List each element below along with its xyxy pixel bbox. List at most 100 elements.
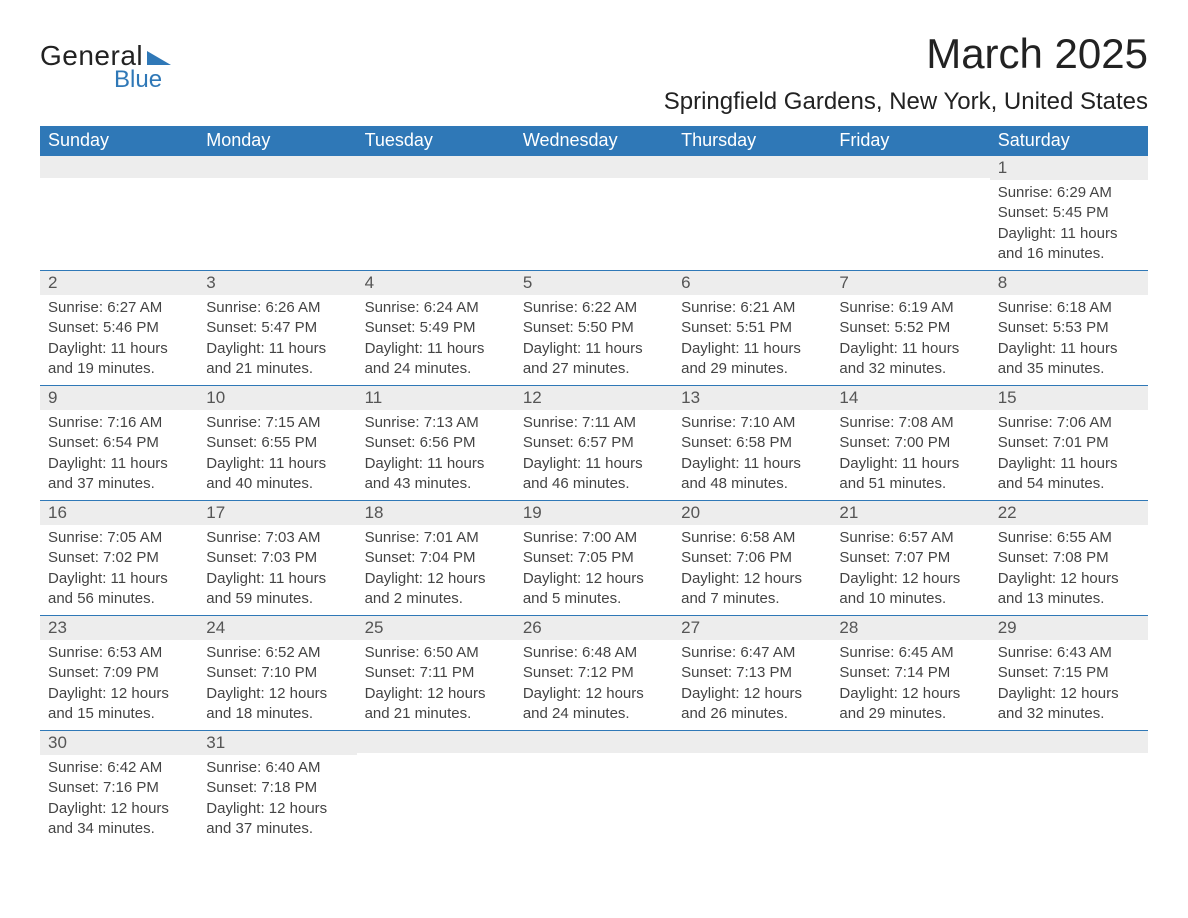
sunrise-text: Sunrise: 7:11 AM (523, 413, 665, 433)
daylight-line2: and 54 minutes. (998, 474, 1140, 494)
sunrise-text: Sunrise: 7:13 AM (365, 413, 507, 433)
empty-daydata (40, 178, 198, 256)
calendar-week-row: 2Sunrise: 6:27 AMSunset: 5:46 PMDaylight… (40, 271, 1148, 386)
daylight-line2: and 18 minutes. (206, 704, 348, 724)
day-data: Sunrise: 6:42 AMSunset: 7:16 PMDaylight:… (40, 755, 198, 845)
sunrise-text: Sunrise: 7:03 AM (206, 528, 348, 548)
sunrise-text: Sunrise: 7:15 AM (206, 413, 348, 433)
day-data: Sunrise: 6:27 AMSunset: 5:46 PMDaylight:… (40, 295, 198, 385)
daylight-line2: and 37 minutes. (48, 474, 190, 494)
day-number: 23 (40, 616, 198, 640)
calendar-cell: 22Sunrise: 6:55 AMSunset: 7:08 PMDayligh… (990, 501, 1148, 616)
empty-daynum (673, 731, 831, 753)
calendar-cell: 27Sunrise: 6:47 AMSunset: 7:13 PMDayligh… (673, 616, 831, 731)
day-data: Sunrise: 7:05 AMSunset: 7:02 PMDaylight:… (40, 525, 198, 615)
sunset-text: Sunset: 7:13 PM (681, 663, 823, 683)
daylight-line1: Daylight: 11 hours (365, 454, 507, 474)
calendar-week-row: 9Sunrise: 7:16 AMSunset: 6:54 PMDaylight… (40, 386, 1148, 501)
daylight-line1: Daylight: 11 hours (48, 569, 190, 589)
day-number: 29 (990, 616, 1148, 640)
daylight-line2: and 19 minutes. (48, 359, 190, 379)
day-number: 20 (673, 501, 831, 525)
daylight-line2: and 32 minutes. (839, 359, 981, 379)
sunrise-text: Sunrise: 7:08 AM (839, 413, 981, 433)
day-data: Sunrise: 6:55 AMSunset: 7:08 PMDaylight:… (990, 525, 1148, 615)
day-data: Sunrise: 7:16 AMSunset: 6:54 PMDaylight:… (40, 410, 198, 500)
day-data: Sunrise: 6:52 AMSunset: 7:10 PMDaylight:… (198, 640, 356, 730)
daylight-line1: Daylight: 12 hours (523, 684, 665, 704)
daylight-line1: Daylight: 11 hours (681, 339, 823, 359)
daylight-line1: Daylight: 11 hours (998, 454, 1140, 474)
day-number: 5 (515, 271, 673, 295)
weekday-header: Thursday (673, 126, 831, 156)
daylight-line1: Daylight: 12 hours (206, 799, 348, 819)
calendar-cell (831, 731, 989, 846)
calendar-week-row: 23Sunrise: 6:53 AMSunset: 7:09 PMDayligh… (40, 616, 1148, 731)
empty-daynum (515, 156, 673, 178)
day-number: 6 (673, 271, 831, 295)
calendar-cell: 2Sunrise: 6:27 AMSunset: 5:46 PMDaylight… (40, 271, 198, 386)
daylight-line1: Daylight: 12 hours (998, 569, 1140, 589)
day-number: 18 (357, 501, 515, 525)
calendar-cell: 6Sunrise: 6:21 AMSunset: 5:51 PMDaylight… (673, 271, 831, 386)
sunrise-text: Sunrise: 7:10 AM (681, 413, 823, 433)
calendar-cell (40, 156, 198, 271)
calendar-cell: 30Sunrise: 6:42 AMSunset: 7:16 PMDayligh… (40, 731, 198, 846)
sunrise-text: Sunrise: 6:58 AM (681, 528, 823, 548)
daylight-line1: Daylight: 12 hours (365, 684, 507, 704)
empty-daynum (831, 156, 989, 178)
sunrise-text: Sunrise: 6:18 AM (998, 298, 1140, 318)
empty-daynum (831, 731, 989, 753)
empty-daynum (357, 156, 515, 178)
daylight-line2: and 59 minutes. (206, 589, 348, 609)
day-data: Sunrise: 6:45 AMSunset: 7:14 PMDaylight:… (831, 640, 989, 730)
calendar-cell: 8Sunrise: 6:18 AMSunset: 5:53 PMDaylight… (990, 271, 1148, 386)
day-data: Sunrise: 6:58 AMSunset: 7:06 PMDaylight:… (673, 525, 831, 615)
calendar-cell (673, 731, 831, 846)
day-data: Sunrise: 6:22 AMSunset: 5:50 PMDaylight:… (515, 295, 673, 385)
empty-daynum (673, 156, 831, 178)
daylight-line1: Daylight: 11 hours (523, 339, 665, 359)
weekday-header: Monday (198, 126, 356, 156)
sunrise-text: Sunrise: 6:48 AM (523, 643, 665, 663)
sunset-text: Sunset: 7:06 PM (681, 548, 823, 568)
sunset-text: Sunset: 6:55 PM (206, 433, 348, 453)
sunset-text: Sunset: 5:47 PM (206, 318, 348, 338)
day-number: 9 (40, 386, 198, 410)
daylight-line1: Daylight: 11 hours (523, 454, 665, 474)
sunrise-text: Sunrise: 6:27 AM (48, 298, 190, 318)
day-data: Sunrise: 6:50 AMSunset: 7:11 PMDaylight:… (357, 640, 515, 730)
calendar-cell (357, 156, 515, 271)
sunset-text: Sunset: 5:51 PM (681, 318, 823, 338)
sunset-text: Sunset: 5:52 PM (839, 318, 981, 338)
day-data: Sunrise: 7:08 AMSunset: 7:00 PMDaylight:… (831, 410, 989, 500)
calendar-week-row: 16Sunrise: 7:05 AMSunset: 7:02 PMDayligh… (40, 501, 1148, 616)
day-number: 26 (515, 616, 673, 640)
sunrise-text: Sunrise: 7:00 AM (523, 528, 665, 548)
empty-daydata (673, 178, 831, 256)
sunrise-text: Sunrise: 6:50 AM (365, 643, 507, 663)
day-data: Sunrise: 7:10 AMSunset: 6:58 PMDaylight:… (673, 410, 831, 500)
empty-daydata (673, 753, 831, 831)
weekday-header: Wednesday (515, 126, 673, 156)
day-number: 10 (198, 386, 356, 410)
sunrise-text: Sunrise: 6:29 AM (998, 183, 1140, 203)
sunrise-text: Sunrise: 7:05 AM (48, 528, 190, 548)
sunrise-text: Sunrise: 6:55 AM (998, 528, 1140, 548)
sunset-text: Sunset: 5:45 PM (998, 203, 1140, 223)
day-data: Sunrise: 6:29 AMSunset: 5:45 PMDaylight:… (990, 180, 1148, 270)
sunrise-text: Sunrise: 6:42 AM (48, 758, 190, 778)
daylight-line1: Daylight: 12 hours (365, 569, 507, 589)
sunset-text: Sunset: 7:14 PM (839, 663, 981, 683)
daylight-line2: and 40 minutes. (206, 474, 348, 494)
sunset-text: Sunset: 6:57 PM (523, 433, 665, 453)
sunrise-text: Sunrise: 6:40 AM (206, 758, 348, 778)
daylight-line1: Daylight: 11 hours (206, 339, 348, 359)
daylight-line2: and 10 minutes. (839, 589, 981, 609)
daylight-line2: and 2 minutes. (365, 589, 507, 609)
empty-daynum (40, 156, 198, 178)
daylight-line2: and 37 minutes. (206, 819, 348, 839)
daylight-line2: and 43 minutes. (365, 474, 507, 494)
sunset-text: Sunset: 7:09 PM (48, 663, 190, 683)
sunset-text: Sunset: 7:11 PM (365, 663, 507, 683)
